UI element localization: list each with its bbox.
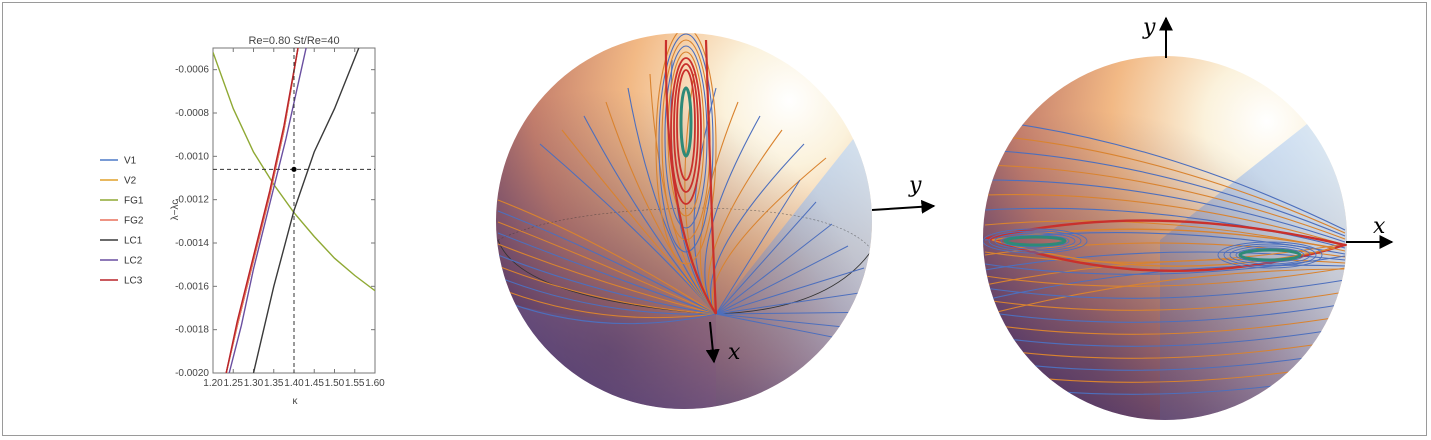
y-tick-label: -0.0016 — [175, 281, 209, 292]
sphere-left-y-arrow — [871, 199, 936, 214]
x-tick-label: 1.35 — [264, 378, 284, 389]
sphere-left-limit-cycle — [679, 86, 693, 158]
legend-label-lc1: LC1 — [124, 236, 143, 247]
legend-label-v1: V1 — [124, 156, 137, 167]
x-tick-label: 1.50 — [325, 378, 345, 389]
y-tick-label: -0.0020 — [175, 368, 209, 379]
sphere-left-y-label: y — [908, 173, 922, 198]
y-tick-label: -0.0006 — [175, 65, 209, 76]
y-tick-label: -0.0012 — [175, 195, 209, 206]
x-tick-label: 1.20 — [203, 378, 223, 389]
series-line-lc3 — [225, 48, 299, 373]
legend: V1 V2 FG1 FG2 LC1 LC2 LC3 — [100, 156, 144, 287]
y-tick-label: -0.0010 — [175, 151, 209, 162]
y-tick-label: -0.0014 — [175, 238, 209, 249]
crosshair-point — [291, 166, 297, 172]
x-tick-label: 1.30 — [244, 378, 264, 389]
sphere-left-trajectories — [497, 33, 872, 357]
legend-label-fg1: FG1 — [124, 196, 144, 207]
sphere-right-y-label: y — [1142, 15, 1156, 40]
chart-title: Re=0.80 St/Re=40 — [248, 35, 339, 47]
x-tick-label: 1.25 — [224, 378, 244, 389]
sphere-left: y x — [496, 33, 936, 409]
bifurcation-chart: Re=0.80 St/Re=40 1.20 1.25 1.30 1.35 1.40 1.4… — [100, 35, 385, 407]
x-axis-label: κ — [293, 396, 299, 407]
sphere-right-limit-cycle-right — [1238, 248, 1302, 262]
x-tick-label: 1.60 — [365, 378, 385, 389]
sphere-right: x y — [983, 15, 1394, 420]
x-tick-label: 1.45 — [305, 378, 325, 389]
sphere-right-x-label: x — [1373, 214, 1386, 239]
y-tick-label: -0.0008 — [175, 108, 209, 119]
sphere-right-limit-cycle-left — [1003, 235, 1067, 247]
series-line-lc2 — [228, 48, 307, 373]
sphere-left-x-label: x — [728, 340, 741, 365]
legend-label-v2: V2 — [124, 176, 137, 187]
series-line-lc1 — [252, 48, 360, 373]
sphere-left-x-arrow — [705, 321, 720, 364]
x-tick-label: 1.55 — [345, 378, 365, 389]
crosshair — [213, 48, 375, 373]
legend-label-lc2: LC2 — [124, 256, 143, 267]
legend-label-lc3: LC3 — [124, 276, 143, 287]
legend-label-fg2: FG2 — [124, 216, 144, 227]
x-ticks: 1.20 1.25 1.30 1.35 1.40 1.45 1.50 1.55 1.60 — [203, 48, 385, 389]
y-tick-label: -0.0018 — [175, 325, 209, 336]
x-tick-label: 1.40 — [284, 378, 304, 389]
y-ticks: -0.0006 -0.0008 -0.0010 -0.0012 -0.0014 -0.00… — [175, 65, 375, 379]
y-axis-label: λ−λc — [170, 200, 181, 221]
